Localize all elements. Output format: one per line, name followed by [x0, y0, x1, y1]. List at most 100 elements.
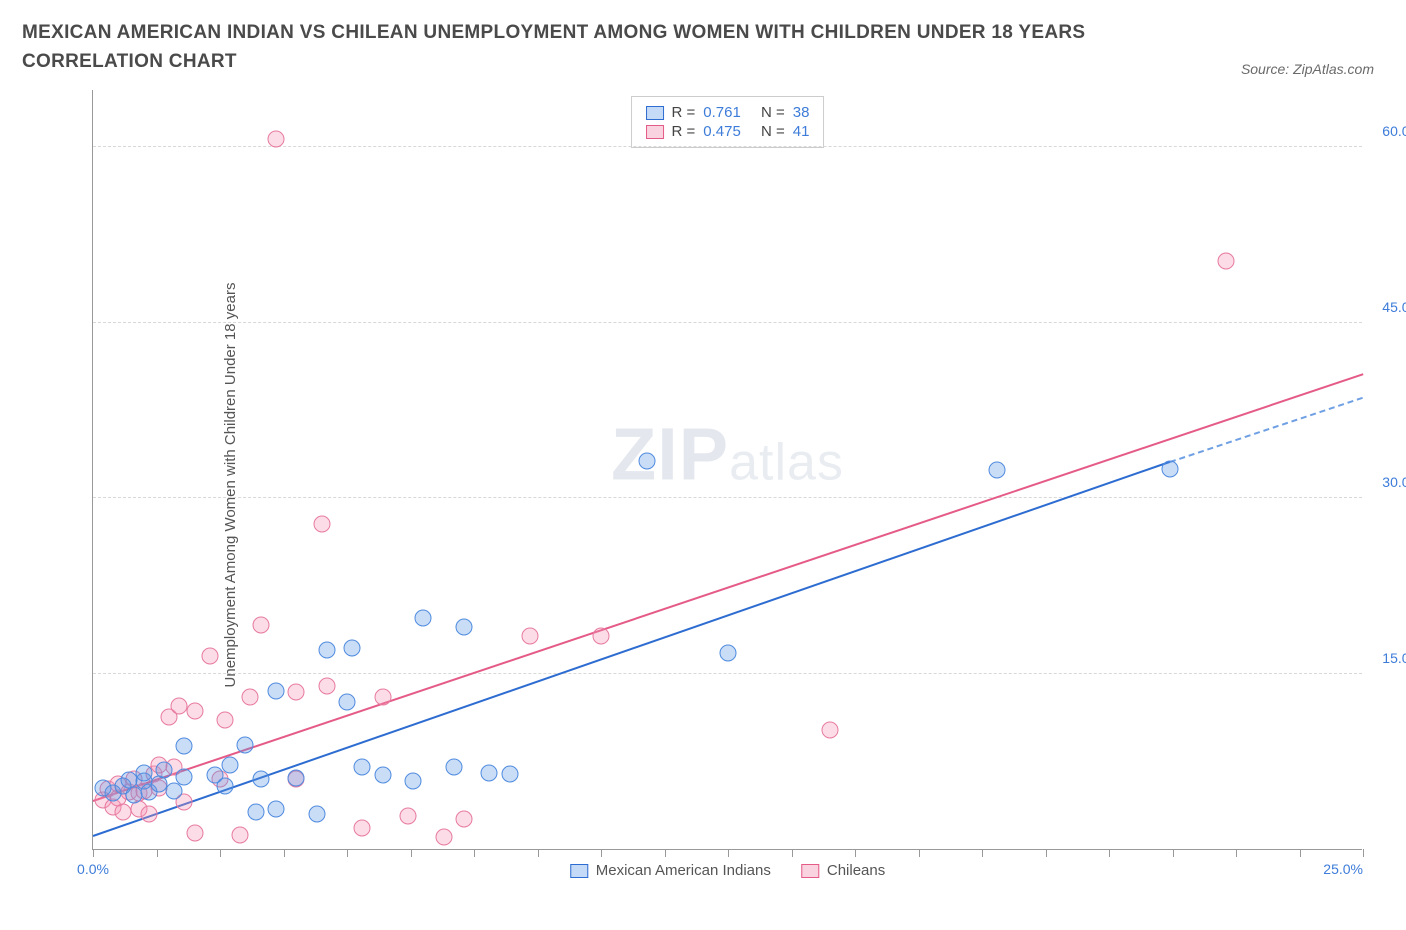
data-point-chileans [267, 131, 284, 148]
n-label: N = [761, 123, 785, 140]
data-point-mexican-american-indians [720, 644, 737, 661]
data-point-mexican-american-indians [415, 609, 432, 626]
data-point-mexican-american-indians [318, 642, 335, 659]
legend-label: Mexican American Indians [596, 862, 771, 879]
watermark-right: atlas [729, 434, 844, 492]
y-tick-label: 30.0% [1382, 474, 1406, 490]
legend-item: Mexican American Indians [570, 862, 771, 879]
chart-title: MEXICAN AMERICAN INDIAN VS CHILEAN UNEMP… [22, 18, 1122, 77]
data-point-mexican-american-indians [481, 765, 498, 782]
data-point-chileans [435, 829, 452, 846]
x-tick [474, 849, 475, 857]
data-point-mexican-american-indians [1161, 461, 1178, 478]
data-point-chileans [140, 805, 157, 822]
x-tick [538, 849, 539, 857]
r-label: R = [672, 104, 696, 121]
x-tick [1109, 849, 1110, 857]
data-point-chileans [593, 628, 610, 645]
data-point-mexican-american-indians [267, 683, 284, 700]
y-tick-label: 45.0% [1382, 299, 1406, 315]
r-label: R = [672, 123, 696, 140]
data-point-chileans [115, 803, 132, 820]
x-tick [1363, 849, 1364, 857]
data-point-mexican-american-indians [288, 769, 305, 786]
n-value: 38 [793, 104, 810, 121]
y-tick-label: 15.0% [1382, 650, 1406, 666]
y-tick-label: 60.0% [1382, 123, 1406, 139]
data-point-mexican-american-indians [217, 777, 234, 794]
r-value: 0.475 [703, 123, 741, 140]
x-tick [1046, 849, 1047, 857]
x-tick [1300, 849, 1301, 857]
swatch-pink [646, 125, 664, 139]
x-tick [919, 849, 920, 857]
data-point-chileans [318, 678, 335, 695]
x-tick [728, 849, 729, 857]
plot-area: ZIPatlas R = 0.761 N = 38 R = 0.475 N = … [92, 90, 1362, 850]
data-point-chileans [288, 684, 305, 701]
legend-item: Chileans [801, 862, 885, 879]
data-point-mexican-american-indians [445, 759, 462, 776]
n-label: N = [761, 104, 785, 121]
r-value: 0.761 [703, 104, 741, 121]
data-point-mexican-american-indians [339, 693, 356, 710]
x-tick [855, 849, 856, 857]
data-point-mexican-american-indians [638, 452, 655, 469]
data-point-mexican-american-indians [354, 759, 371, 776]
x-tick [665, 849, 666, 857]
data-point-chileans [521, 628, 538, 645]
gridline [93, 673, 1362, 674]
x-tick [982, 849, 983, 857]
gridline [93, 146, 1362, 147]
x-tick [792, 849, 793, 857]
data-point-mexican-american-indians [176, 738, 193, 755]
x-tick-label: 0.0% [77, 861, 109, 877]
watermark-left: ZIP [611, 413, 729, 496]
x-tick [601, 849, 602, 857]
data-point-chileans [313, 515, 330, 532]
data-point-chileans [374, 689, 391, 706]
data-point-mexican-american-indians [501, 766, 518, 783]
chart-container: Unemployment Among Women with Children U… [46, 90, 1386, 880]
x-tick [93, 849, 94, 857]
data-point-mexican-american-indians [267, 801, 284, 818]
trendline [93, 374, 1364, 803]
data-point-chileans [399, 808, 416, 825]
swatch-blue [646, 106, 664, 120]
data-point-chileans [354, 819, 371, 836]
legend-row: R = 0.475 N = 41 [646, 122, 810, 141]
legend-label: Chileans [827, 862, 885, 879]
data-point-mexican-american-indians [247, 803, 264, 820]
data-point-chileans [232, 826, 249, 843]
series-legend: Mexican American Indians Chileans [570, 862, 885, 879]
data-point-mexican-american-indians [252, 770, 269, 787]
title-bar: MEXICAN AMERICAN INDIAN VS CHILEAN UNEMP… [0, 0, 1406, 83]
data-point-mexican-american-indians [222, 756, 239, 773]
data-point-mexican-american-indians [166, 782, 183, 799]
data-point-mexican-american-indians [176, 768, 193, 785]
data-point-mexican-american-indians [156, 761, 173, 778]
source-label: Source: ZipAtlas.com [1241, 61, 1384, 77]
data-point-chileans [201, 648, 218, 665]
n-value: 41 [793, 123, 810, 140]
data-point-mexican-american-indians [135, 765, 152, 782]
data-point-mexican-american-indians [989, 462, 1006, 479]
data-point-mexican-american-indians [308, 805, 325, 822]
x-tick [284, 849, 285, 857]
data-point-chileans [186, 703, 203, 720]
x-tick [220, 849, 221, 857]
swatch-blue [570, 864, 588, 878]
data-point-chileans [186, 824, 203, 841]
data-point-chileans [252, 616, 269, 633]
data-point-mexican-american-indians [405, 773, 422, 790]
data-point-mexican-american-indians [237, 736, 254, 753]
data-point-chileans [217, 712, 234, 729]
x-tick [347, 849, 348, 857]
legend-row: R = 0.761 N = 38 [646, 103, 810, 122]
data-point-chileans [455, 810, 472, 827]
x-tick-label: 25.0% [1323, 861, 1363, 877]
gridline [93, 322, 1362, 323]
x-tick [1236, 849, 1237, 857]
data-point-mexican-american-indians [374, 767, 391, 784]
data-point-chileans [242, 689, 259, 706]
